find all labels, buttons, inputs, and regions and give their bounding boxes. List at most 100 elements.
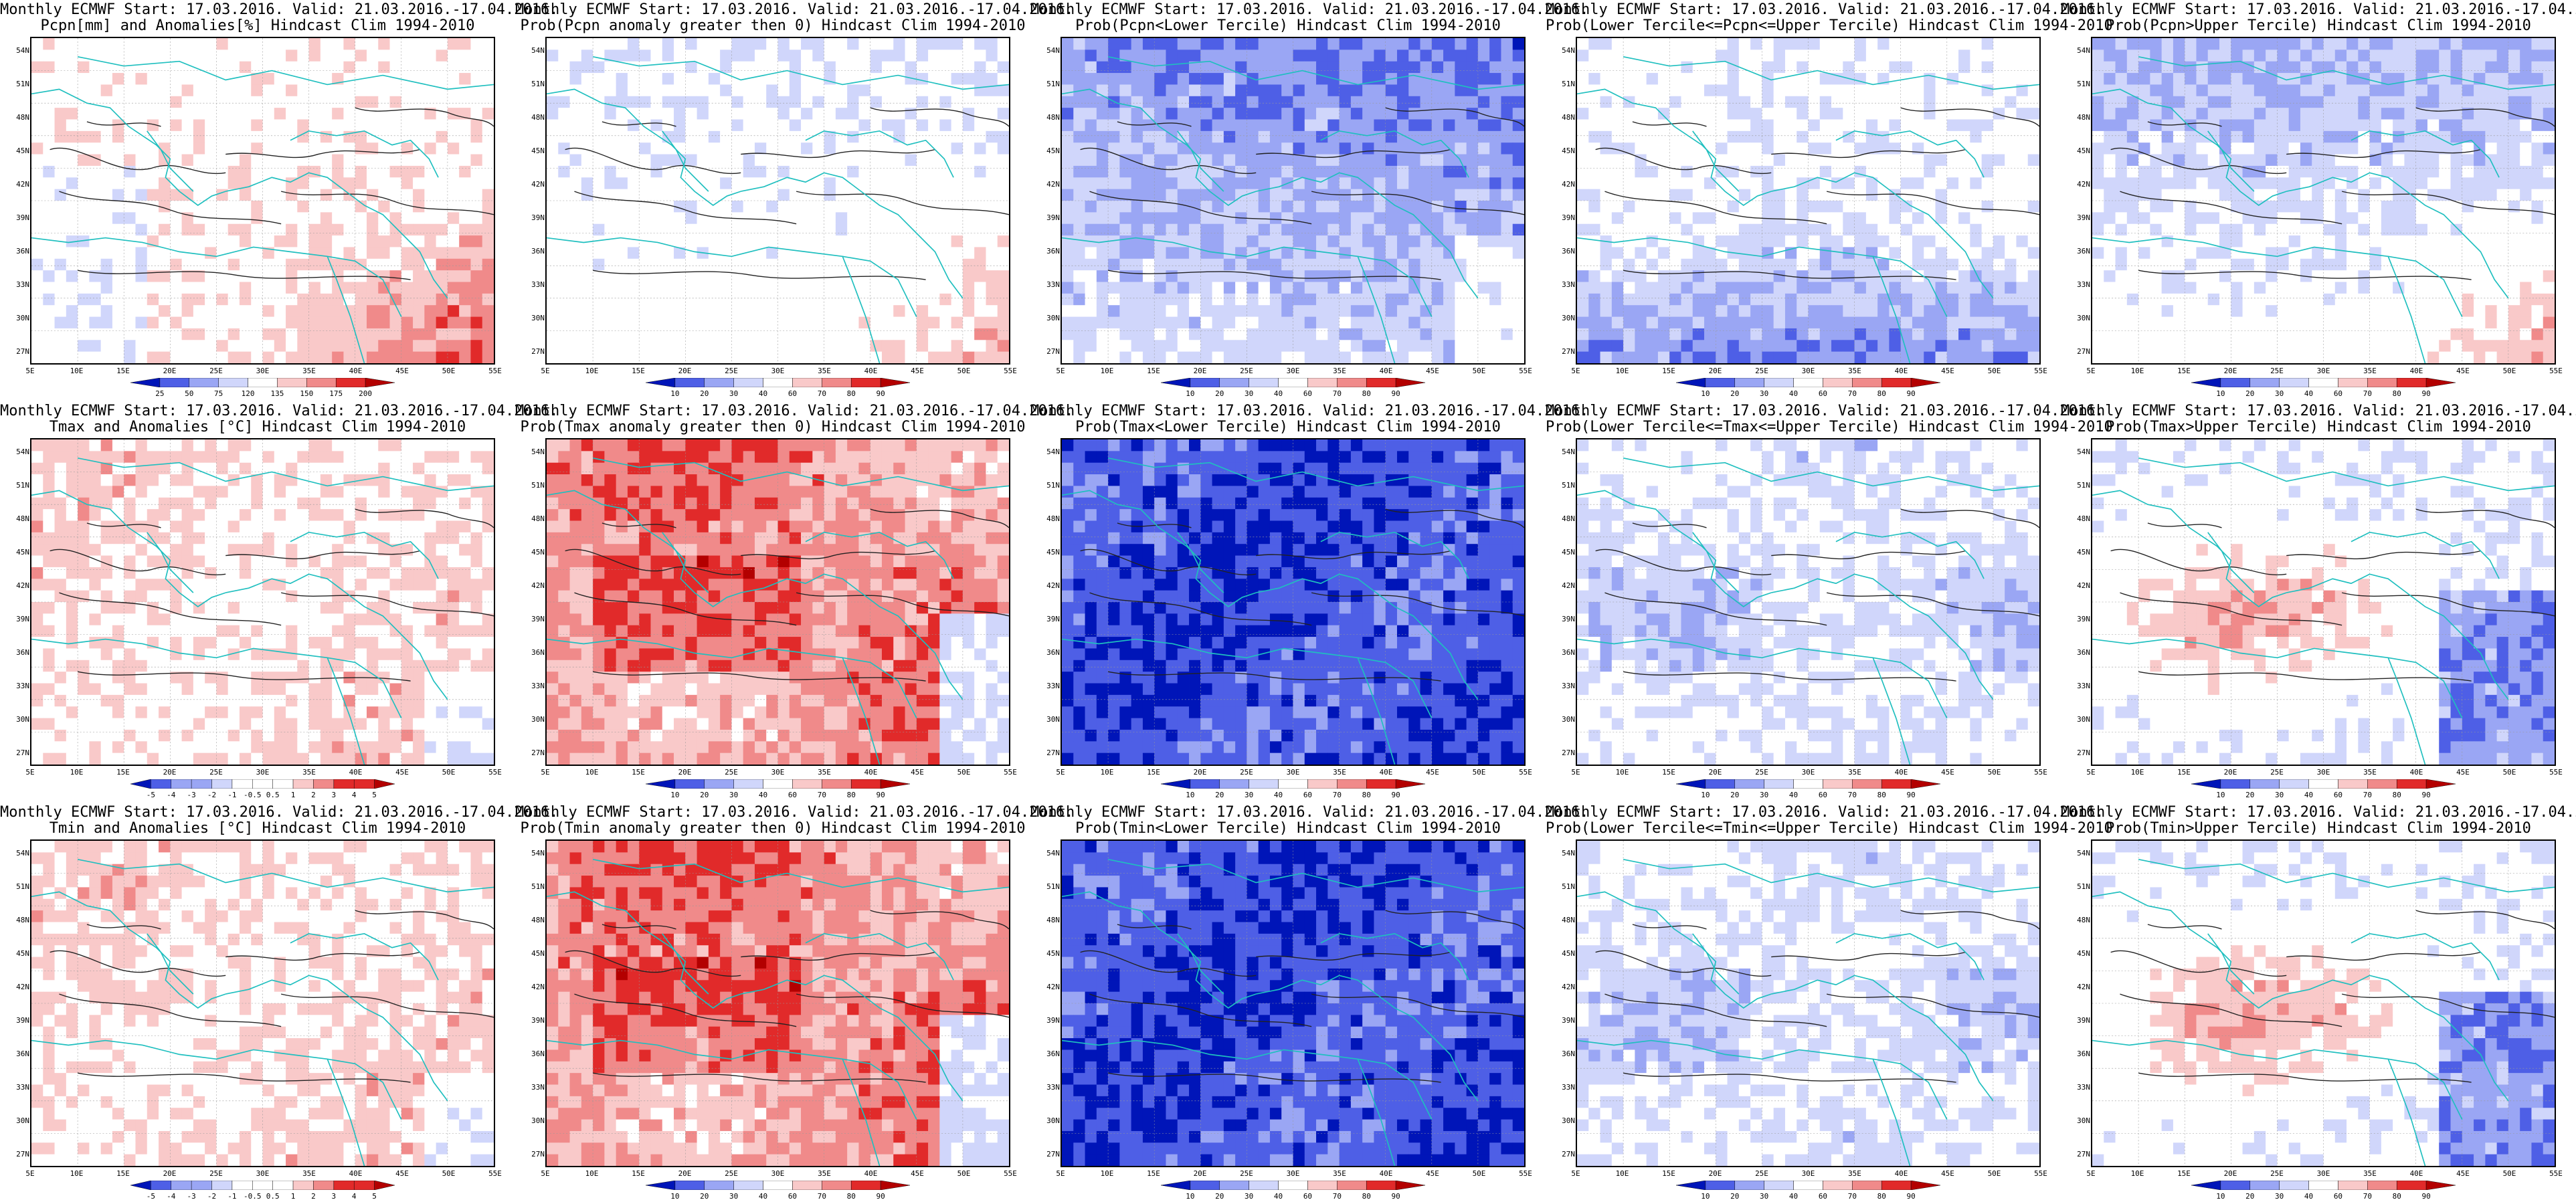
shaded-cell [697, 351, 709, 363]
shaded-cell [1623, 165, 1635, 178]
shaded-cell [274, 305, 286, 317]
shaded-cell [1200, 142, 1212, 155]
shaded-cell [251, 282, 263, 294]
shaded-cell [43, 247, 55, 260]
shaded-cell [1577, 108, 1589, 120]
shaded-cell [1750, 96, 1762, 108]
shaded-cell [685, 84, 697, 97]
shaded-cell [604, 351, 617, 363]
shaded-cell [413, 96, 425, 108]
shaded-cell [1119, 96, 1132, 108]
shaded-cell [297, 258, 310, 271]
shaded-cell [424, 189, 437, 201]
shaded-cell [1108, 119, 1120, 132]
shaded-cell [824, 201, 836, 213]
shaded-cell [1577, 247, 1589, 260]
shaded-cell [1646, 258, 1659, 271]
shaded-cell [1154, 61, 1166, 74]
shaded-cell [754, 73, 767, 85]
forecast-map [1061, 37, 1526, 365]
shaded-cell [1247, 84, 1259, 97]
shaded-cell [708, 189, 721, 201]
shaded-cell [1762, 49, 1774, 62]
colorbar-segment [1881, 378, 1912, 387]
shaded-cell [2543, 49, 2555, 62]
longitude-tick-label: 35E [1848, 367, 1861, 375]
shaded-cell [893, 84, 905, 97]
shaded-cell [1692, 119, 1705, 132]
shaded-cell [159, 61, 171, 74]
shaded-cell [135, 49, 148, 62]
shaded-cell [1466, 351, 1479, 363]
shaded-cell [1611, 108, 1624, 120]
shaded-cell [1924, 270, 1936, 282]
shaded-cell [581, 108, 593, 120]
colorbar-segment [130, 378, 161, 387]
contour-line [355, 107, 494, 127]
shaded-cell [1096, 73, 1109, 85]
shaded-cell [1657, 96, 1670, 108]
shaded-cell [459, 247, 471, 260]
shaded-cell [159, 316, 171, 329]
shaded-cell [928, 201, 940, 213]
shaded-cell [2253, 96, 2266, 108]
shaded-cell [1119, 119, 1132, 132]
shaded-cell [205, 177, 217, 190]
shaded-cell [31, 201, 43, 213]
shaded-cell [1374, 305, 1386, 317]
shaded-cell [1235, 223, 1247, 236]
shaded-cell [1096, 235, 1109, 247]
shaded-cell [1396, 73, 1409, 85]
shaded-cell [389, 119, 402, 132]
shaded-cell [939, 351, 952, 363]
shaded-cell [1588, 177, 1600, 190]
shaded-cell [124, 130, 136, 143]
shaded-cell [2266, 38, 2278, 50]
shaded-cell [1455, 247, 1467, 260]
shaded-cell [170, 189, 182, 201]
shaded-cell [1501, 351, 1513, 363]
shaded-cell [447, 165, 460, 178]
shaded-cell [1269, 61, 1282, 74]
shaded-cell [858, 177, 871, 190]
shaded-cell [1212, 235, 1224, 247]
shaded-cell [893, 340, 905, 353]
shaded-cell [1727, 189, 1740, 201]
shaded-cell [436, 223, 448, 236]
panel-title-line-1: Monthly ECMWF Start: 17.03.2016. Valid: … [1030, 1, 1589, 18]
shaded-cell [1501, 305, 1513, 317]
shaded-cell [1269, 351, 1282, 363]
shaded-cell [685, 282, 697, 294]
shaded-cell [159, 212, 171, 225]
shaded-cell [1970, 351, 1983, 363]
shaded-cell [1657, 235, 1670, 247]
shaded-cell [1773, 130, 1786, 143]
shaded-cell [1073, 305, 1085, 317]
shaded-cell [1177, 305, 1190, 317]
shaded-cell [674, 270, 686, 282]
shaded-cell [401, 96, 413, 108]
shaded-cell [424, 212, 437, 225]
shaded-cell [1501, 177, 1513, 190]
shaded-cell [43, 212, 55, 225]
shaded-cell [389, 293, 402, 306]
shaded-cell [239, 73, 252, 85]
shaded-cell [1611, 235, 1624, 247]
shaded-cell [1704, 189, 1716, 201]
shaded-cell [1946, 49, 1959, 62]
shaded-cell [2508, 84, 2520, 97]
shaded-cell [1877, 212, 1890, 225]
shaded-cell [812, 130, 825, 143]
shaded-cell [308, 305, 321, 317]
shaded-cell [801, 38, 813, 50]
shaded-cell [1831, 270, 1843, 282]
shaded-cell [766, 165, 778, 178]
shaded-cell [1455, 119, 1467, 132]
shaded-cell [824, 235, 836, 247]
shaded-cell [847, 49, 859, 62]
shaded-cell [2207, 96, 2220, 108]
shaded-cell [2027, 305, 2039, 317]
shaded-cell [593, 177, 605, 190]
shaded-cell [1443, 235, 1455, 247]
shaded-cell [320, 282, 333, 294]
